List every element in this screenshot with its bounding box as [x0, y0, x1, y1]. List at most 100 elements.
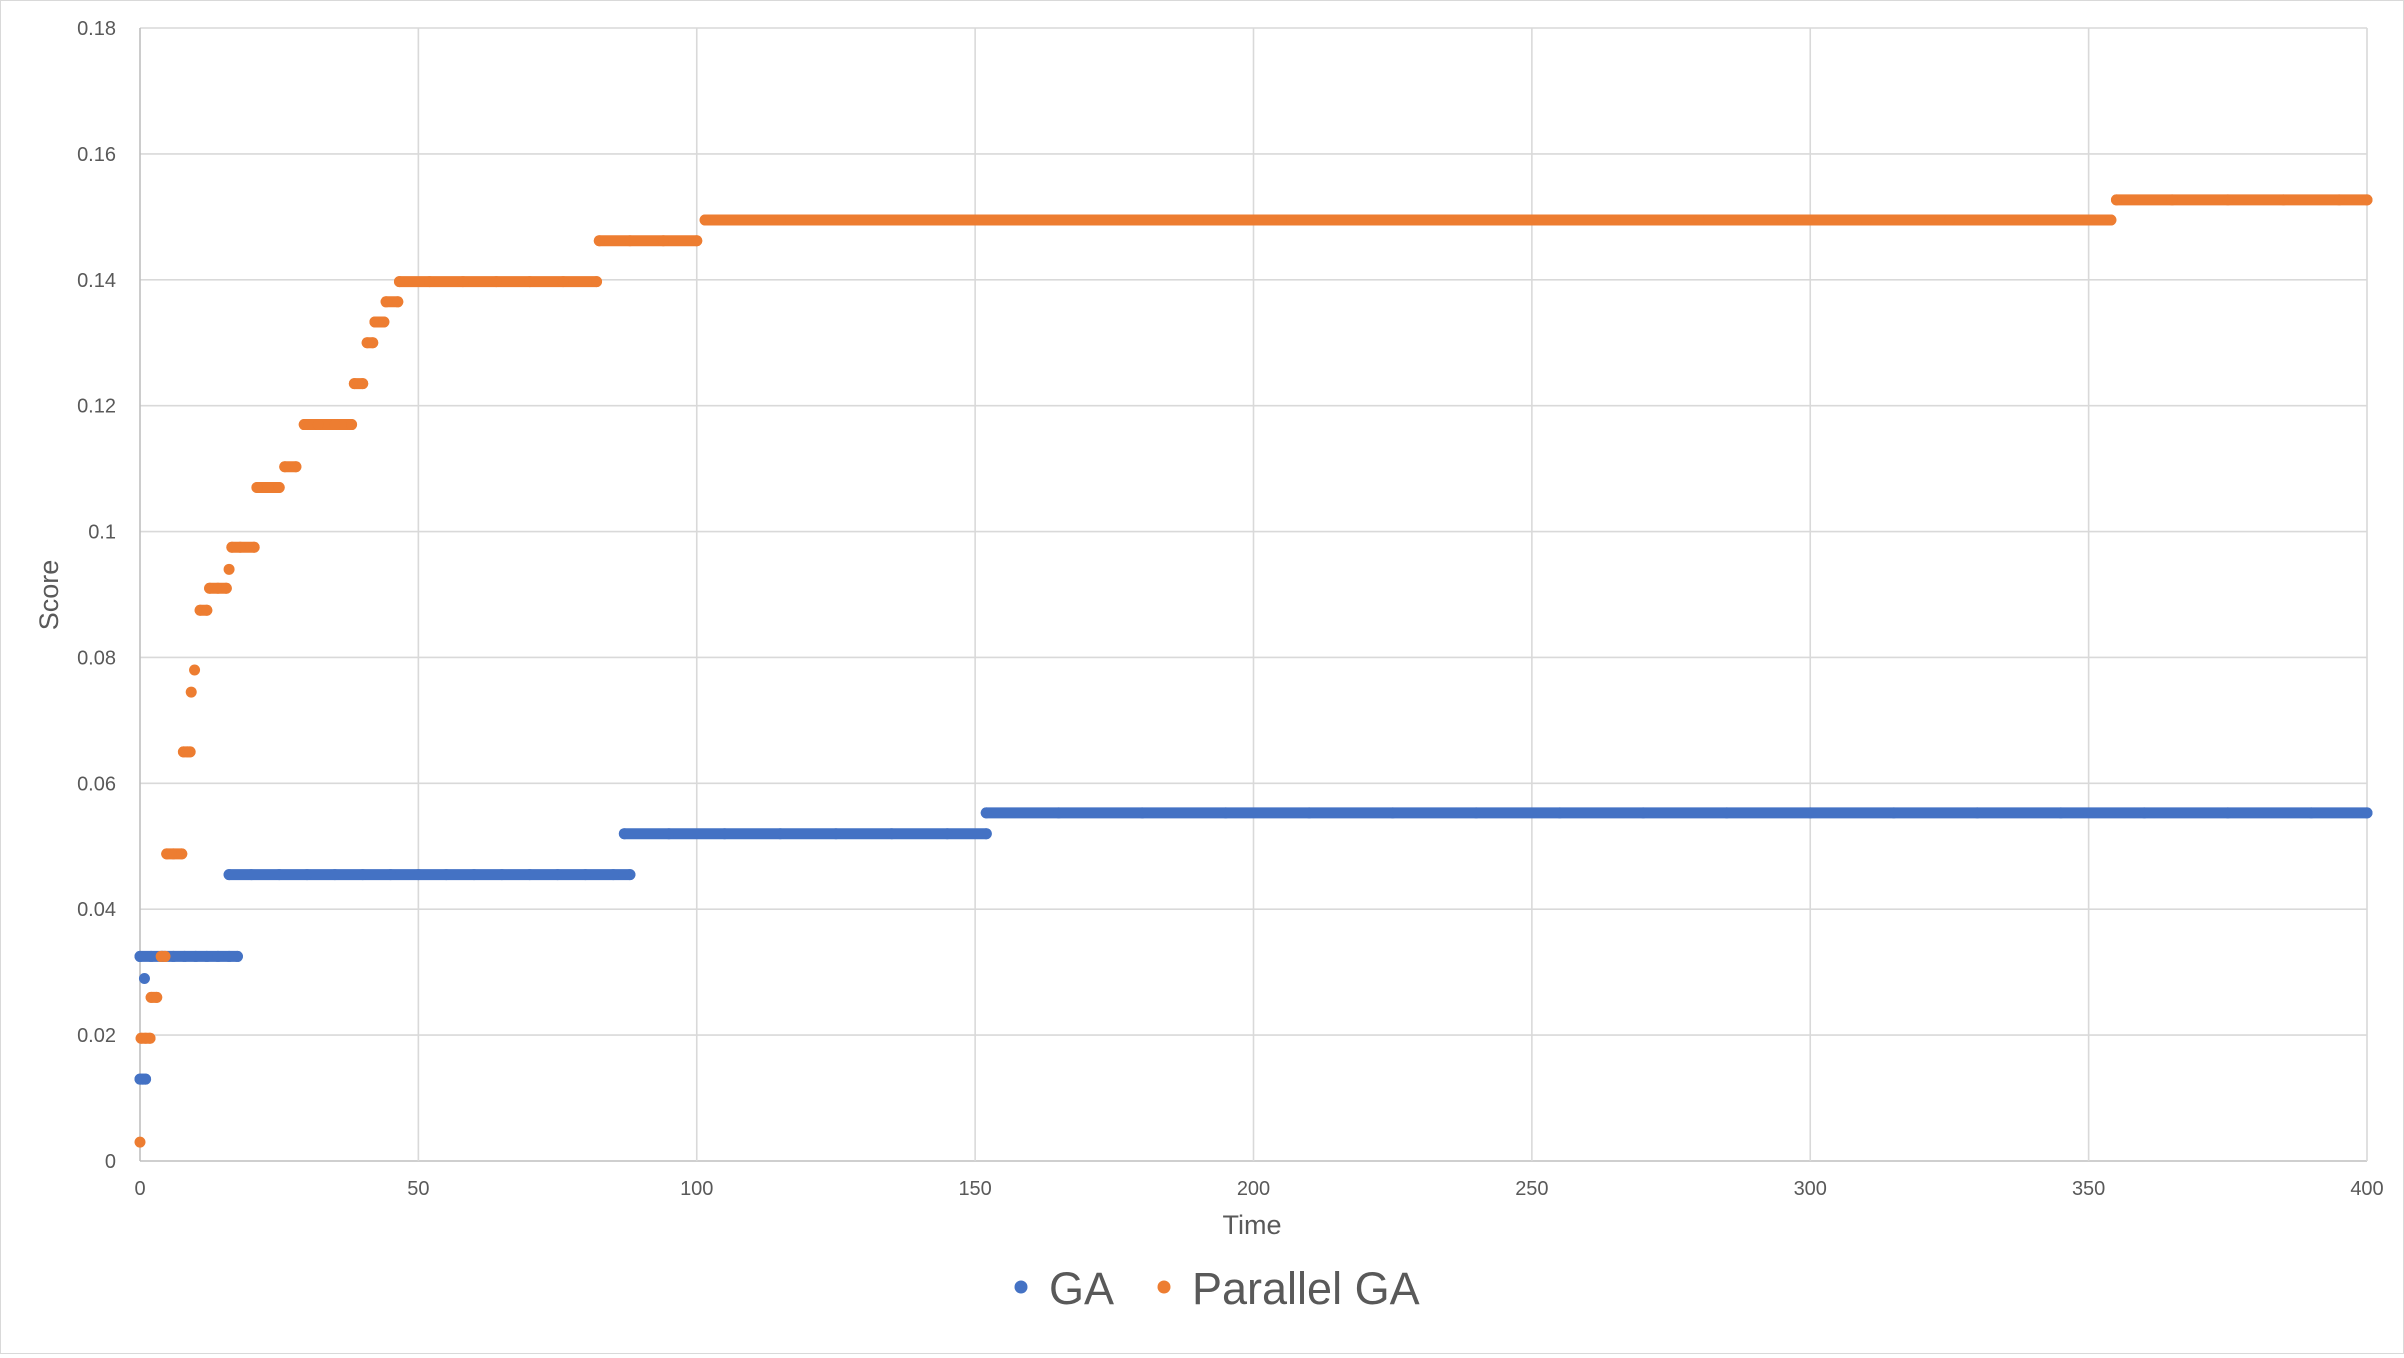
data-point-ga [201, 950, 213, 962]
y-tick-labels: 0 0.02 0.04 0.06 0.08 0.1 0.12 0.14 0.16 0.18 [77, 18, 116, 1173]
data-point-ga [2361, 807, 2373, 819]
data-point-ga [2055, 807, 2067, 819]
data-point-parallel-ga [189, 664, 201, 676]
y-tick-label: 0 [105, 1151, 116, 1173]
data-point-parallel-ga [290, 461, 302, 473]
data-point-ga [719, 828, 731, 840]
data-point-parallel-ga [298, 419, 310, 431]
data-point-ga [1804, 807, 1816, 819]
grid-layer [139, 27, 2368, 1162]
data-point-parallel-ga [624, 235, 636, 247]
data-point-parallel-ga [329, 419, 341, 431]
data-point-parallel-ga [2105, 214, 2117, 226]
x-tick-label: 150 [958, 1178, 991, 1200]
data-point-parallel-ga [262, 481, 274, 493]
data-point-ga [980, 828, 992, 840]
data-point-parallel-ga [2027, 214, 2039, 226]
data-point-parallel-ga [159, 950, 171, 962]
data-point-ga [1136, 807, 1148, 819]
data-point-parallel-ga [151, 991, 163, 1003]
data-point-ga [2138, 807, 2150, 819]
data-point-parallel-ga [1442, 214, 1454, 226]
data-point-ga [886, 828, 898, 840]
legend-label-ga: GA [1049, 1263, 1114, 1314]
data-point-parallel-ga [248, 541, 260, 553]
data-point-parallel-ga [348, 378, 360, 390]
data-point-ga [607, 869, 619, 881]
data-point-parallel-ga [367, 337, 379, 349]
data-point-ga [179, 950, 191, 962]
data-point-ga [301, 869, 313, 881]
data-point-parallel-ga [2277, 194, 2289, 206]
data-point-parallel-ga [220, 582, 232, 594]
data-point-parallel-ga [234, 541, 246, 553]
data-point-parallel-ga [524, 276, 536, 288]
data-point-parallel-ga [167, 848, 179, 860]
data-point-parallel-ga [223, 563, 235, 575]
data-point-ga [2305, 807, 2317, 819]
y-tick-label: 0.1 [88, 522, 116, 544]
data-point-ga [663, 828, 675, 840]
legend-marker-ga [1014, 1280, 1028, 1294]
data-point-parallel-ga [593, 235, 605, 247]
data-point-ga [245, 869, 257, 881]
data-point-parallel-ga [1192, 214, 1204, 226]
data-point-parallel-ga [1776, 214, 1788, 226]
data-point-ga [273, 869, 285, 881]
data-point-ga [223, 869, 235, 881]
data-point-parallel-ga [144, 1032, 156, 1044]
data-point-ga [329, 869, 341, 881]
x-tick-label: 200 [1237, 1178, 1270, 1200]
data-point-ga [134, 950, 146, 962]
y-tick-label: 0.04 [77, 899, 116, 921]
data-point-ga [138, 972, 150, 984]
data-point-parallel-ga [204, 582, 216, 594]
legend: GA Parallel GA [1014, 1263, 1420, 1314]
data-point-ga [980, 807, 992, 819]
data-point-parallel-ga [312, 419, 324, 431]
legend-marker-parallel-ga [1157, 1280, 1171, 1294]
data-point-parallel-ga [1609, 214, 1621, 226]
data-point-parallel-ga [357, 378, 369, 390]
legend-label-parallel-ga: Parallel GA [1192, 1263, 1420, 1314]
data-point-parallel-ga [457, 276, 469, 288]
data-point-parallel-ga [774, 214, 786, 226]
data-point-parallel-ga [2333, 194, 2345, 206]
data-point-parallel-ga [2166, 194, 2178, 206]
data-point-ga [624, 869, 636, 881]
x-tick-label: 300 [1794, 1178, 1827, 1200]
data-point-ga [1554, 807, 1566, 819]
data-point-parallel-ga [1359, 214, 1371, 226]
y-tick-label: 0.02 [77, 1025, 116, 1047]
y-tick-label: 0.12 [77, 396, 116, 418]
data-point-ga [1637, 807, 1649, 819]
data-point-parallel-ga [226, 541, 238, 553]
data-point-parallel-ga [424, 276, 436, 288]
data-point-parallel-ga [273, 481, 285, 493]
data-point-parallel-ga [134, 1136, 146, 1148]
y-tick-label: 0.06 [77, 773, 116, 795]
x-axis-title: Time [1223, 1210, 1282, 1240]
data-point-ga [618, 828, 630, 840]
data-point-parallel-ga [1526, 214, 1538, 226]
data-point-parallel-ga [393, 276, 405, 288]
data-point-parallel-ga [941, 214, 953, 226]
x-tick-label: 350 [2072, 1178, 2105, 1200]
data-point-parallel-ga [699, 214, 711, 226]
data-point-parallel-ga [691, 235, 703, 247]
data-point-ga [231, 950, 243, 962]
data-point-parallel-ga [176, 848, 188, 860]
data-point-ga [941, 828, 953, 840]
data-point-ga [1721, 807, 1733, 819]
x-tick-label: 100 [680, 1178, 713, 1200]
y-tick-label: 0.08 [77, 647, 116, 669]
data-point-parallel-ga [279, 461, 291, 473]
data-point-ga [1470, 807, 1482, 819]
data-point-ga [468, 869, 480, 881]
data-point-ga [2222, 807, 2234, 819]
x-tick-label: 50 [407, 1178, 429, 1200]
data-point-ga [412, 869, 424, 881]
data-point-ga [1971, 807, 1983, 819]
